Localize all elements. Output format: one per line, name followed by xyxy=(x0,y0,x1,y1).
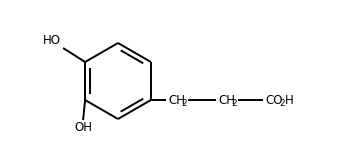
Text: 2: 2 xyxy=(181,98,187,108)
Text: OH: OH xyxy=(74,121,92,134)
Text: 2: 2 xyxy=(279,98,285,108)
Text: CH: CH xyxy=(168,94,185,106)
Text: CH: CH xyxy=(218,94,235,106)
Text: HO: HO xyxy=(43,34,61,47)
Text: 2: 2 xyxy=(231,98,237,108)
Text: CO: CO xyxy=(265,94,283,106)
Text: H: H xyxy=(285,94,294,106)
